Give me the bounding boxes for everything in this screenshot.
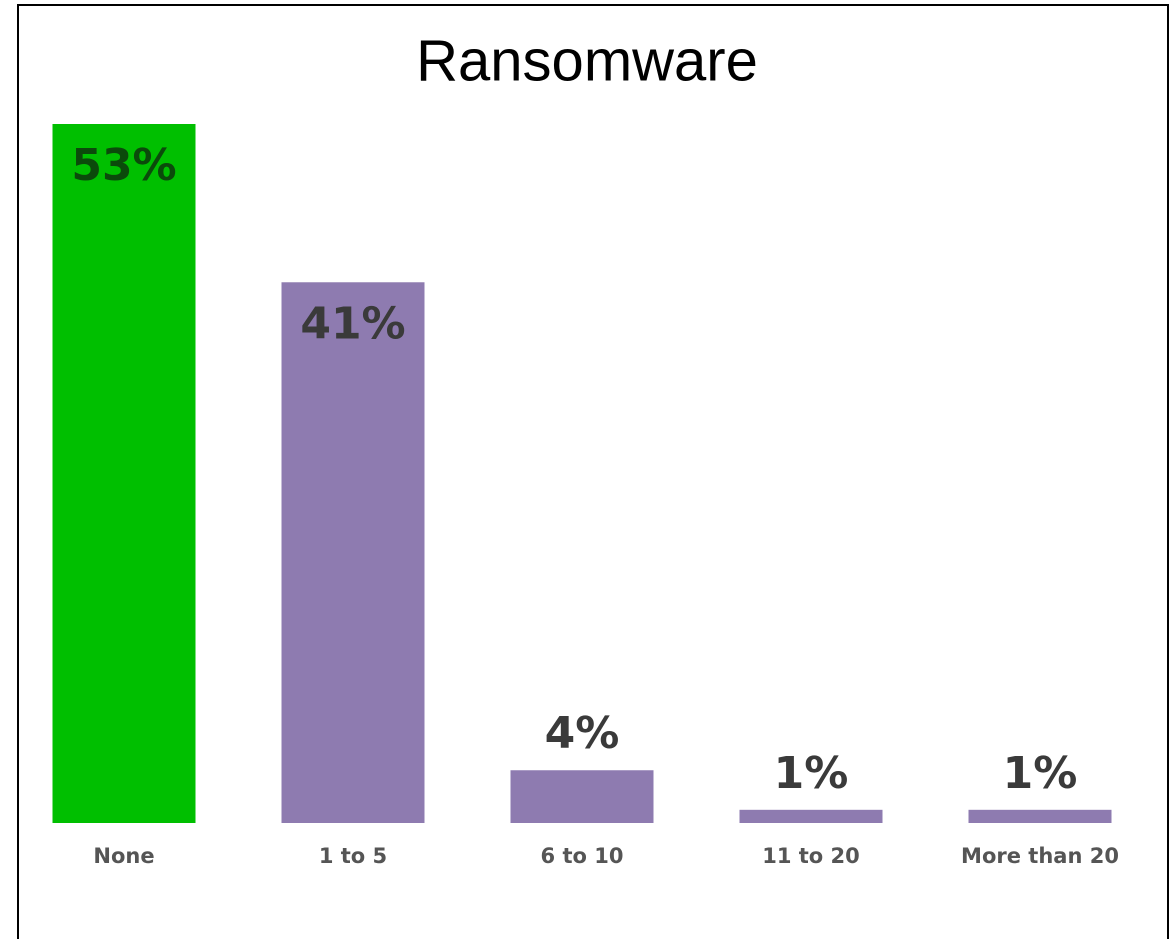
- bar: [739, 809, 883, 823]
- value-label: 1%: [1003, 748, 1078, 799]
- bar: [52, 124, 196, 823]
- x-tick-label: None: [93, 844, 154, 868]
- value-label: 41%: [300, 298, 405, 349]
- value-label: 4%: [545, 708, 620, 759]
- chart-title: Ransomware: [416, 28, 758, 93]
- value-label: 53%: [71, 140, 176, 191]
- x-tick-label: 1 to 5: [319, 844, 387, 868]
- value-label: 1%: [774, 748, 849, 799]
- bar: [281, 282, 425, 823]
- bar: [968, 809, 1112, 823]
- x-tick-label: 11 to 20: [762, 844, 860, 868]
- x-tick-label: More than 20: [961, 844, 1119, 868]
- frame: [17, 4, 1169, 939]
- bar: [510, 770, 654, 823]
- x-tick-label: 6 to 10: [541, 844, 624, 868]
